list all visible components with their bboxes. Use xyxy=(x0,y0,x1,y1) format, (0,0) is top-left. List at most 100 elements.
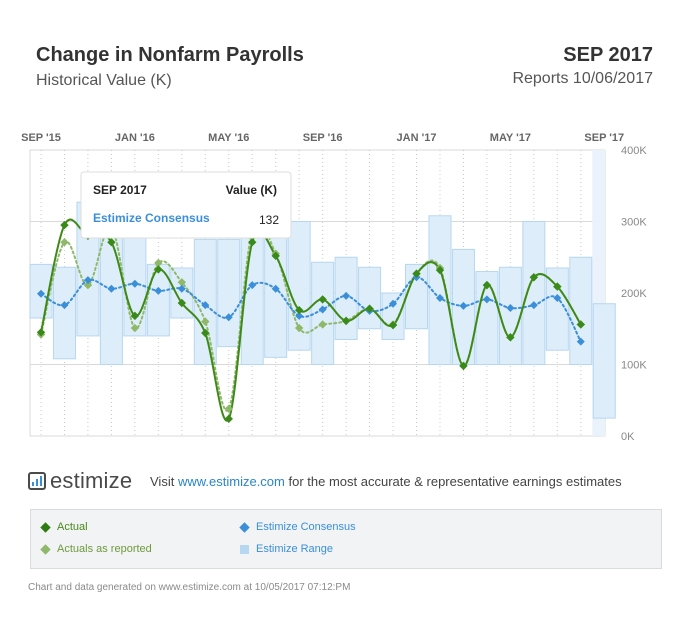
x-axis-labels: SEP '15 JAN '16 MAY '16 SEP '16 JAN '17 MAY '… xyxy=(21,132,624,144)
y-axis-labels: 400K 300K 200K 100K 0K xyxy=(621,145,647,443)
point-actual[interactable] xyxy=(60,220,69,230)
point-consensus[interactable] xyxy=(248,281,257,290)
point-consensus[interactable] xyxy=(130,279,139,288)
point-actual[interactable] xyxy=(435,265,445,275)
legend-square-icon xyxy=(240,544,249,554)
point-reported[interactable] xyxy=(154,258,163,268)
legend-item-actual[interactable]: Actual xyxy=(40,521,88,533)
point-actual[interactable] xyxy=(388,320,398,330)
legend-label: Actuals as reported xyxy=(57,543,152,555)
legend-item-consensus[interactable]: Estimize Consensus xyxy=(239,521,356,533)
point-actual[interactable] xyxy=(201,328,210,338)
point-reported[interactable] xyxy=(60,238,69,247)
tooltip: SEP 2017 Value (K) Estimize Consensus 13… xyxy=(80,171,292,239)
legend-label: Estimize Consensus xyxy=(256,521,356,533)
range-bar[interactable] xyxy=(170,267,194,319)
point-reported[interactable] xyxy=(201,317,210,326)
legend-item-range[interactable]: Estimize Range xyxy=(240,543,333,555)
point-actual[interactable] xyxy=(248,238,257,247)
range-bar[interactable] xyxy=(52,266,76,360)
point-consensus[interactable] xyxy=(295,311,304,320)
point-actual[interactable] xyxy=(177,298,187,308)
point-actual[interactable] xyxy=(224,414,233,424)
release-period: SEP 2017 xyxy=(563,44,653,66)
point-consensus[interactable] xyxy=(107,284,116,293)
legend-diamond-icon xyxy=(40,543,51,555)
point-actual[interactable] xyxy=(482,280,492,290)
point-consensus[interactable] xyxy=(576,337,585,346)
point-consensus[interactable] xyxy=(177,284,186,293)
point-reported[interactable] xyxy=(224,404,233,414)
point-actual[interactable] xyxy=(553,282,562,291)
point-actual[interactable] xyxy=(365,304,374,313)
point-consensus[interactable] xyxy=(459,301,468,310)
tagline-rest: for the most accurate & representative e… xyxy=(288,474,622,489)
range-bar[interactable] xyxy=(522,221,546,365)
legend-label: Actual xyxy=(57,521,88,533)
point-reported[interactable] xyxy=(83,280,93,290)
chart-footer: Chart and data generated on www.estimize… xyxy=(28,582,351,593)
point-consensus[interactable] xyxy=(389,299,398,308)
estimize-logo-icon xyxy=(28,472,46,490)
x-tick-label: JAN '17 xyxy=(397,132,437,144)
point-actual[interactable] xyxy=(36,328,46,337)
point-actual[interactable] xyxy=(529,273,539,282)
point-consensus[interactable] xyxy=(482,295,491,304)
point-consensus[interactable] xyxy=(529,301,538,310)
point-consensus[interactable] xyxy=(506,304,515,313)
point-actual[interactable] xyxy=(412,269,421,278)
point-reported[interactable] xyxy=(177,278,187,287)
point-consensus[interactable] xyxy=(201,301,210,310)
y-tick-label: 0K xyxy=(621,431,635,443)
range-bar[interactable] xyxy=(569,256,593,365)
estimize-logo[interactable]: estimize xyxy=(28,468,132,494)
point-consensus[interactable] xyxy=(553,294,562,303)
tooltip-box xyxy=(80,171,292,239)
x-tick-label: MAY '17 xyxy=(490,132,531,144)
legend-label: Estimize Range xyxy=(256,543,334,555)
tagline-visit: Visit xyxy=(150,474,175,489)
x-tick-label: SEP '15 xyxy=(21,132,61,144)
point-actual[interactable] xyxy=(506,333,515,342)
range-bar[interactable] xyxy=(475,271,499,365)
y-tick-label: 200K xyxy=(621,288,647,300)
brand-name: estimize xyxy=(50,468,133,493)
point-consensus[interactable] xyxy=(271,284,280,293)
point-consensus[interactable] xyxy=(154,286,163,295)
range-bar[interactable] xyxy=(217,238,241,348)
point-actual[interactable] xyxy=(318,295,327,304)
point-actual[interactable] xyxy=(459,361,468,371)
x-tick-label: MAY '16 xyxy=(208,132,249,144)
point-consensus[interactable] xyxy=(435,294,444,303)
point-actual[interactable] xyxy=(130,311,140,321)
point-actual[interactable] xyxy=(107,238,116,247)
range-bar[interactable] xyxy=(428,215,452,365)
legend-diamond-icon xyxy=(40,521,51,533)
range-bar[interactable] xyxy=(592,303,616,419)
point-reported[interactable] xyxy=(130,323,140,333)
legend-item-reported[interactable]: Actuals as reported xyxy=(40,543,152,555)
range-bar[interactable] xyxy=(498,266,522,365)
x-tick-label: JAN '16 xyxy=(115,132,155,144)
point-consensus[interactable] xyxy=(60,301,69,310)
estimize-link[interactable]: www.estimize.com xyxy=(177,474,285,489)
point-actual[interactable] xyxy=(271,251,280,261)
range-bar[interactable] xyxy=(358,266,382,330)
point-consensus[interactable] xyxy=(37,289,45,298)
legend-diamond-icon xyxy=(239,521,250,533)
point-actual[interactable] xyxy=(341,316,351,326)
payrolls-chart[interactable]: SEP '15 JAN '16 MAY '16 SEP '16 JAN '17 MAY '… xyxy=(0,120,685,450)
point-consensus[interactable] xyxy=(83,276,92,285)
point-consensus[interactable] xyxy=(224,313,233,322)
point-actual[interactable] xyxy=(154,265,163,274)
range-bar[interactable] xyxy=(545,267,569,351)
point-reported[interactable] xyxy=(318,320,327,329)
tooltip-row-label: Estimize Consensus xyxy=(93,211,210,225)
tooltip-period: SEP 2017 xyxy=(93,183,147,197)
y-tick-label: 100K xyxy=(621,360,647,372)
point-consensus[interactable] xyxy=(318,305,327,314)
point-actual[interactable] xyxy=(576,320,585,329)
point-consensus[interactable] xyxy=(342,291,351,300)
report-date: Reports 10/06/2017 xyxy=(512,70,653,87)
range-bar[interactable] xyxy=(381,292,405,340)
